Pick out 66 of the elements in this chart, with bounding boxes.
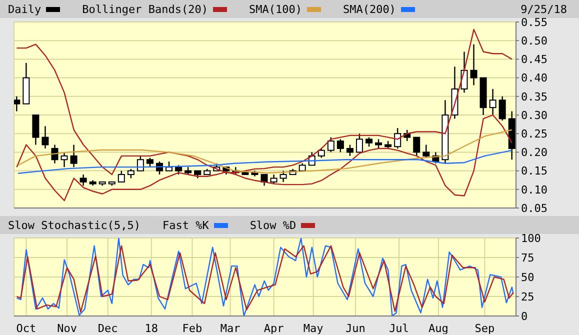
y-tick-label: 0.20	[521, 146, 548, 160]
y-tick-label: 0.40	[521, 72, 548, 85]
y-tick-label: 0.45	[521, 53, 548, 66]
x-tick-label: Nov	[57, 322, 78, 335]
x-tick-label: Jun	[346, 322, 366, 335]
candlestick	[42, 126, 49, 150]
legend-label: Daily	[8, 2, 42, 16]
candlestick	[327, 136, 334, 153]
candlestick	[118, 170, 125, 183]
y-tick-label: 25	[521, 290, 534, 304]
legend-label: Bollinger Bands(20)	[82, 2, 208, 16]
x-tick-label: Dec	[98, 322, 118, 335]
candlestick	[166, 160, 173, 172]
text: 9/25/18	[520, 2, 567, 16]
y-tick-label: 0.15	[521, 164, 548, 178]
candlestick	[366, 136, 373, 148]
y-tick-label: 75	[521, 251, 534, 264]
candlestick	[70, 144, 78, 168]
x-tick-label: 18	[144, 322, 158, 335]
x-tick-label: Feb	[182, 322, 202, 335]
y-tick-label: 100	[521, 232, 541, 245]
x-tick-label: Aug	[428, 322, 448, 335]
y-tick-label: 0.55	[521, 16, 548, 29]
y-tick-label: 0.05	[521, 202, 548, 215]
legend-label: SMA(200)	[342, 2, 396, 16]
candlestick	[356, 133, 363, 153]
legend-label: SMA(100)	[248, 2, 302, 16]
candlestick	[260, 174, 268, 186]
x-tick-label: Oct	[16, 322, 36, 335]
candlestick	[318, 148, 325, 158]
candlestick	[127, 168, 134, 179]
candlestick	[489, 88, 496, 116]
candlestick	[394, 127, 402, 150]
y-tick-label: 0.35	[521, 90, 548, 104]
x-tick-label: May	[303, 322, 324, 335]
candlestick	[470, 44, 478, 86]
y-tick-label: 0.25	[521, 128, 548, 141]
y-tick-label: 0.30	[521, 108, 548, 122]
x-tick-label: Apr	[264, 322, 284, 335]
candlestick	[32, 114, 40, 146]
legend-label: Fast %K	[162, 218, 209, 232]
candlestick	[14, 96, 20, 112]
y-tick-label: 50	[521, 270, 534, 284]
candlestick	[270, 174, 278, 184]
candlestick	[375, 138, 382, 150]
candlestick	[336, 138, 344, 153]
legend-label: Slow %D	[250, 218, 296, 232]
candlestick	[413, 136, 420, 157]
candlestick	[146, 157, 154, 168]
x-tick-label: Mar	[220, 322, 241, 335]
chart-title: Slow Stochastic(5,5)	[8, 218, 140, 232]
y-tick-label: 0	[521, 310, 528, 323]
candlestick	[498, 96, 506, 122]
y-tick-label: 0.10	[521, 183, 548, 196]
candlestick	[280, 170, 287, 183]
x-tick-label: Jul	[389, 322, 409, 335]
candlestick	[51, 144, 58, 164]
candlestick	[60, 152, 68, 168]
candlestick	[422, 144, 430, 158]
y-tick-label: 0.50	[521, 34, 548, 48]
x-tick-label: Sep	[474, 322, 495, 335]
candlestick	[175, 164, 182, 176]
candlestick	[346, 144, 354, 157]
candlestick	[136, 155, 144, 172]
candlestick	[80, 174, 87, 186]
line-series	[17, 150, 513, 174]
